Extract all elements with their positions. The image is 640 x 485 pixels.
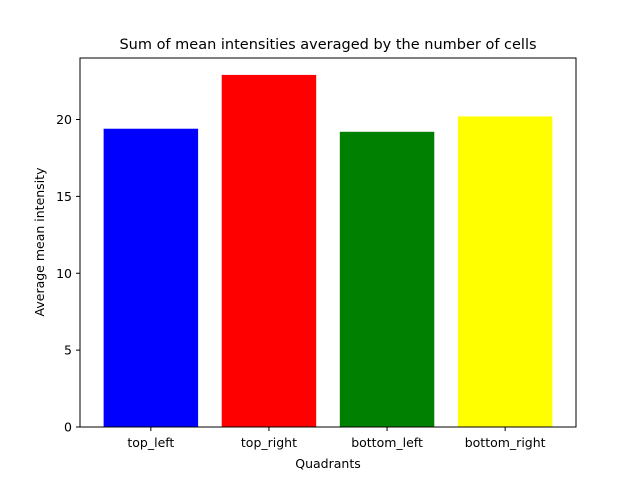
bars-group — [103, 74, 553, 428]
y-tick-label: 0 — [64, 420, 72, 435]
bar-bottom-right — [457, 116, 553, 428]
x-tick-label: bottom_right — [465, 435, 546, 450]
plot-frame — [79, 57, 577, 428]
x-axis-ticks: top_left top_right bottom_left bottom_right — [127, 427, 546, 450]
x-axis-label: Quadrants — [295, 456, 361, 471]
x-tick-label: top_left — [127, 435, 174, 450]
y-axis-label: Average mean intensity — [32, 167, 47, 317]
y-tick-label: 15 — [56, 189, 72, 204]
x-tick-label: bottom_left — [351, 435, 423, 450]
y-tick-label: 10 — [56, 266, 72, 281]
y-axis-ticks: 0 5 10 15 20 — [56, 112, 80, 435]
bar-bottom-left — [339, 131, 435, 428]
y-tick-label: 5 — [64, 343, 72, 358]
chart-title: Sum of mean intensities averaged by the … — [119, 37, 536, 53]
bar-top-left — [103, 128, 199, 427]
y-tick-label: 20 — [56, 112, 72, 127]
bar-top-right — [221, 74, 317, 427]
x-tick-label: top_right — [241, 435, 297, 450]
